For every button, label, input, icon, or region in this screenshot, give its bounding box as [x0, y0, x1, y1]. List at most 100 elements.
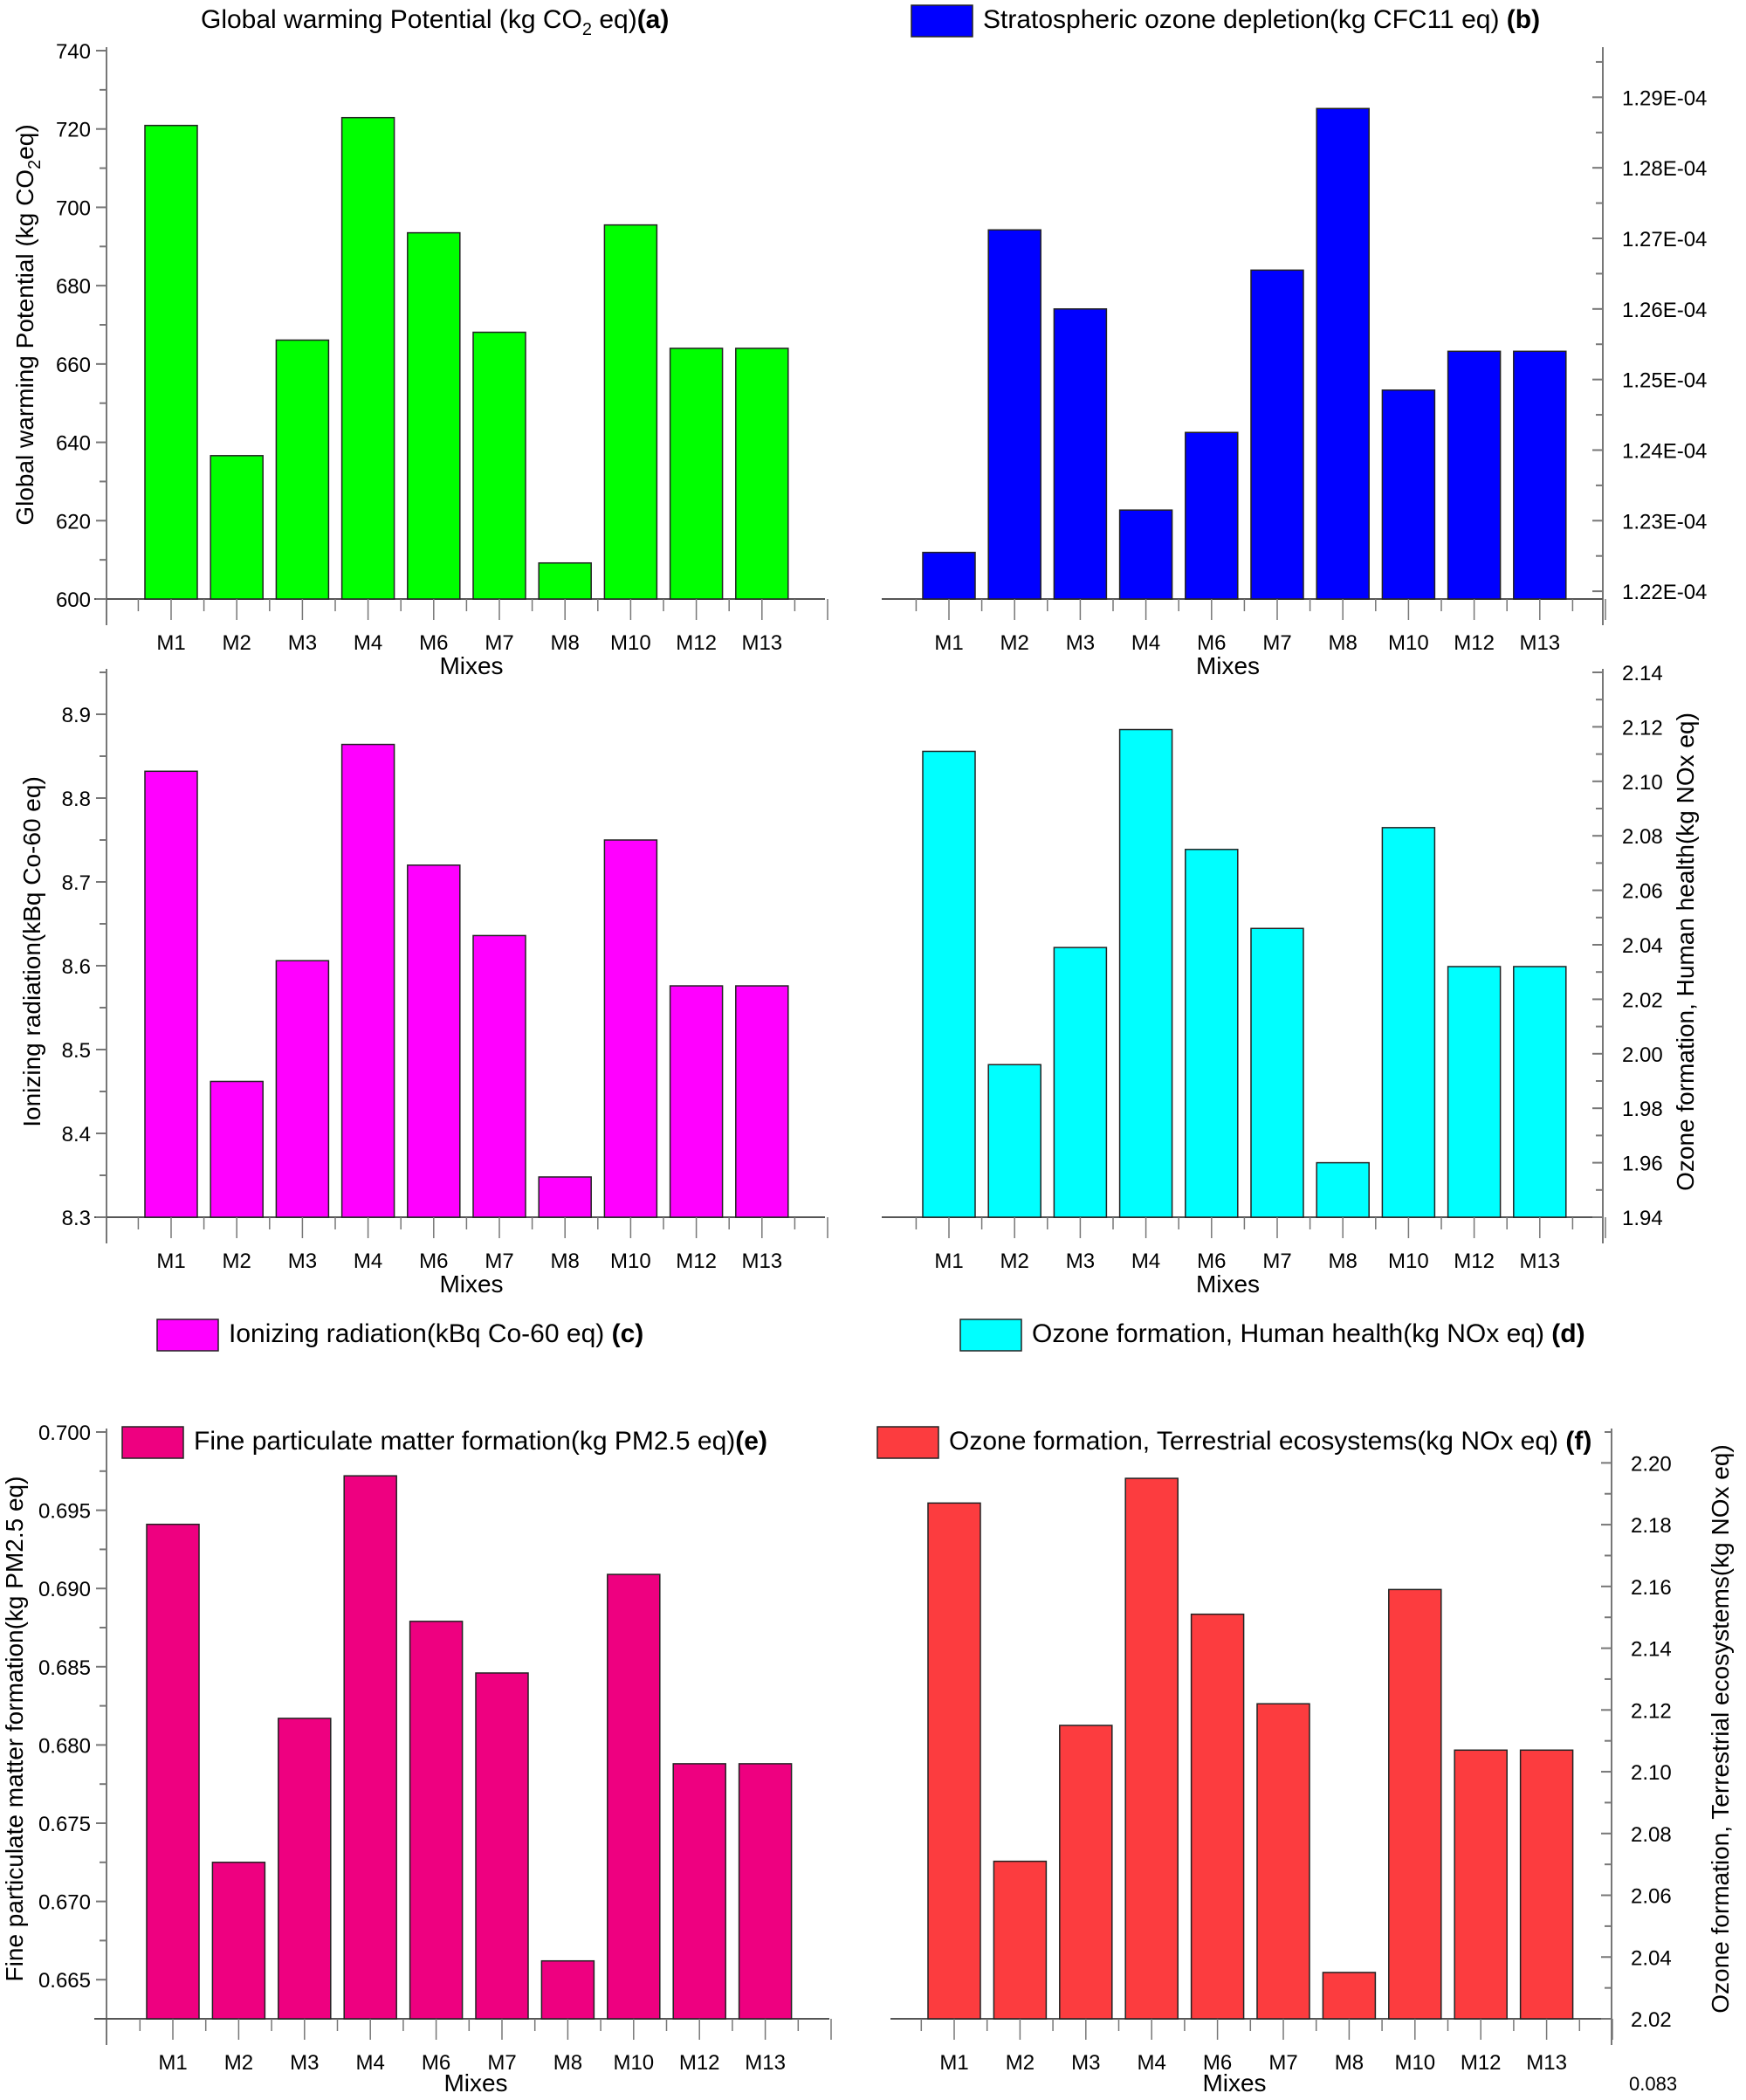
y-tick-label: 1.94	[1622, 1207, 1663, 1230]
bar-M13[interactable]	[735, 985, 789, 1218]
bar-M4[interactable]	[1124, 1477, 1179, 2020]
bar-M6[interactable]	[1185, 431, 1239, 600]
x-axis-title: Mixes	[439, 1270, 503, 1298]
x-tick-label: M3	[290, 2051, 319, 2075]
bar-M4[interactable]	[340, 116, 395, 600]
x-tick-label: M1	[156, 631, 185, 655]
bar-M3[interactable]	[1053, 308, 1108, 600]
x-tick-label: M1	[934, 1250, 963, 1273]
bar-M13[interactable]	[1519, 1749, 1574, 2020]
bar-M2[interactable]	[993, 1860, 1048, 2020]
y-tick-label: 2.00	[1622, 1043, 1663, 1067]
x-tick-label: M7	[485, 1250, 513, 1273]
legend-label: Ozone formation, Human health(kg NOx eq)…	[1032, 1319, 1585, 1348]
bar-M2[interactable]	[987, 229, 1041, 600]
bar-M12[interactable]	[1454, 1749, 1508, 2020]
bar-M4[interactable]	[340, 743, 395, 1218]
bar-M13[interactable]	[735, 348, 789, 600]
bar-M3[interactable]	[275, 339, 330, 600]
bar-M7[interactable]	[475, 1672, 529, 2020]
bar-M3[interactable]	[275, 960, 330, 1218]
bar-M4[interactable]	[1118, 728, 1173, 1218]
y-tick-label: 0.685	[38, 1656, 91, 1680]
chart-panel-b: 1.22E-04 1.23E-04 1.24E-04 1.25E-04 1.26E-04…	[882, 4, 1707, 679]
bar-M13[interactable]	[1513, 966, 1567, 1218]
bar-M10[interactable]	[603, 224, 658, 600]
bar-M12[interactable]	[1447, 350, 1502, 600]
x-tick-label: M13	[1526, 2051, 1567, 2075]
bar-M13[interactable]	[738, 1763, 793, 2020]
y-tick-label: 8.9	[62, 704, 91, 727]
bar-M7[interactable]	[472, 934, 526, 1218]
bar-M2[interactable]	[987, 1064, 1041, 1218]
bar-M10[interactable]	[603, 839, 658, 1218]
x-tick-label: M10	[610, 1250, 651, 1273]
y-tick-label: 2.12	[1631, 1699, 1672, 1723]
bar-M1[interactable]	[144, 124, 198, 600]
bar-M13[interactable]	[1513, 350, 1567, 600]
x-tick-label: M1	[939, 2051, 968, 2075]
bar-M3[interactable]	[1059, 1725, 1113, 2020]
chart-panel-c: 8.3 8.4 8.5 8.6 8.7 8.8 8.9 M1 M2 M3 M4 M6 M7 M8 M10 M1…	[18, 669, 828, 1352]
y-tick-label: 2.14	[1631, 1638, 1672, 1662]
x-tick-label: M10	[1394, 2051, 1435, 2075]
bar-M8[interactable]	[538, 561, 592, 600]
bar-M1[interactable]	[927, 1502, 981, 2020]
x-tick-label: M8	[551, 631, 580, 655]
x-tick-label: M6	[1203, 2051, 1232, 2075]
bar-M7[interactable]	[1250, 269, 1304, 600]
bar-M10[interactable]	[1381, 389, 1436, 600]
bar-M1[interactable]	[922, 551, 976, 600]
bar-M2[interactable]	[211, 1862, 266, 2020]
y-tick-label: 2.06	[1622, 880, 1663, 904]
y-tick-label: 2.02	[1631, 2008, 1672, 2032]
legend-label: Stratospheric ozone depletion(kg CFC11 e…	[983, 5, 1540, 34]
x-tick-label: M7	[1262, 1250, 1291, 1273]
y-axis-title: Ionizing radiation(kBq Co-60 eq)	[18, 776, 45, 1127]
bar-M12[interactable]	[669, 348, 724, 600]
bar-M10[interactable]	[1388, 1588, 1442, 2020]
x-tick-label: M7	[1268, 2051, 1297, 2075]
bar-M6[interactable]	[409, 1621, 464, 2020]
bar-M2[interactable]	[210, 455, 264, 600]
x-tick-label: M13	[741, 631, 782, 655]
bar-M6[interactable]	[1185, 849, 1239, 1218]
y-tick-label: 2.10	[1631, 1761, 1672, 1785]
bar-M1[interactable]	[144, 770, 198, 1218]
bar-M3[interactable]	[278, 1718, 332, 2020]
bar-M8[interactable]	[538, 1176, 592, 1218]
x-tick-label: M3	[288, 1250, 317, 1273]
bar-M6[interactable]	[1190, 1613, 1245, 2020]
bar-M4[interactable]	[343, 1475, 397, 2020]
y-tick-label: 8.5	[62, 1039, 91, 1063]
bar-M7[interactable]	[472, 331, 526, 600]
x-tick-label: M2	[1000, 631, 1029, 655]
y-tick-label: 2.14	[1622, 662, 1663, 685]
bar-M3[interactable]	[1053, 947, 1108, 1218]
bar-M12[interactable]	[672, 1763, 726, 2020]
bar-M10[interactable]	[1381, 827, 1436, 1218]
bar-M6[interactable]	[407, 864, 461, 1218]
y-axis-title: Global warming Potential (kg CO2eq)	[11, 124, 45, 525]
bar-M10[interactable]	[607, 1573, 661, 2020]
bar-M2[interactable]	[210, 1080, 264, 1218]
bar-M7[interactable]	[1250, 927, 1304, 1218]
legend-swatch	[156, 1319, 219, 1352]
bar-M4[interactable]	[1118, 509, 1173, 600]
bar-M12[interactable]	[1447, 966, 1502, 1218]
y-tick-label: 1.28E-04	[1622, 157, 1707, 181]
bar-M1[interactable]	[922, 750, 976, 1218]
x-tick-label: M1	[156, 1250, 185, 1273]
bar-M12[interactable]	[669, 985, 724, 1218]
bar-M8[interactable]	[1316, 1161, 1370, 1218]
bar-M8[interactable]	[1316, 107, 1370, 600]
x-tick-label: M13	[741, 1250, 782, 1273]
x-tick-label: M7	[487, 2051, 516, 2075]
bar-M6[interactable]	[407, 231, 461, 600]
x-tick-label: M8	[1329, 631, 1358, 655]
bar-M7[interactable]	[1256, 1703, 1310, 2020]
bar-M8[interactable]	[540, 1959, 595, 2020]
y-tick-label: 1.26E-04	[1622, 299, 1707, 322]
bar-M8[interactable]	[1322, 1972, 1377, 2020]
bar-M1[interactable]	[146, 1523, 200, 2020]
